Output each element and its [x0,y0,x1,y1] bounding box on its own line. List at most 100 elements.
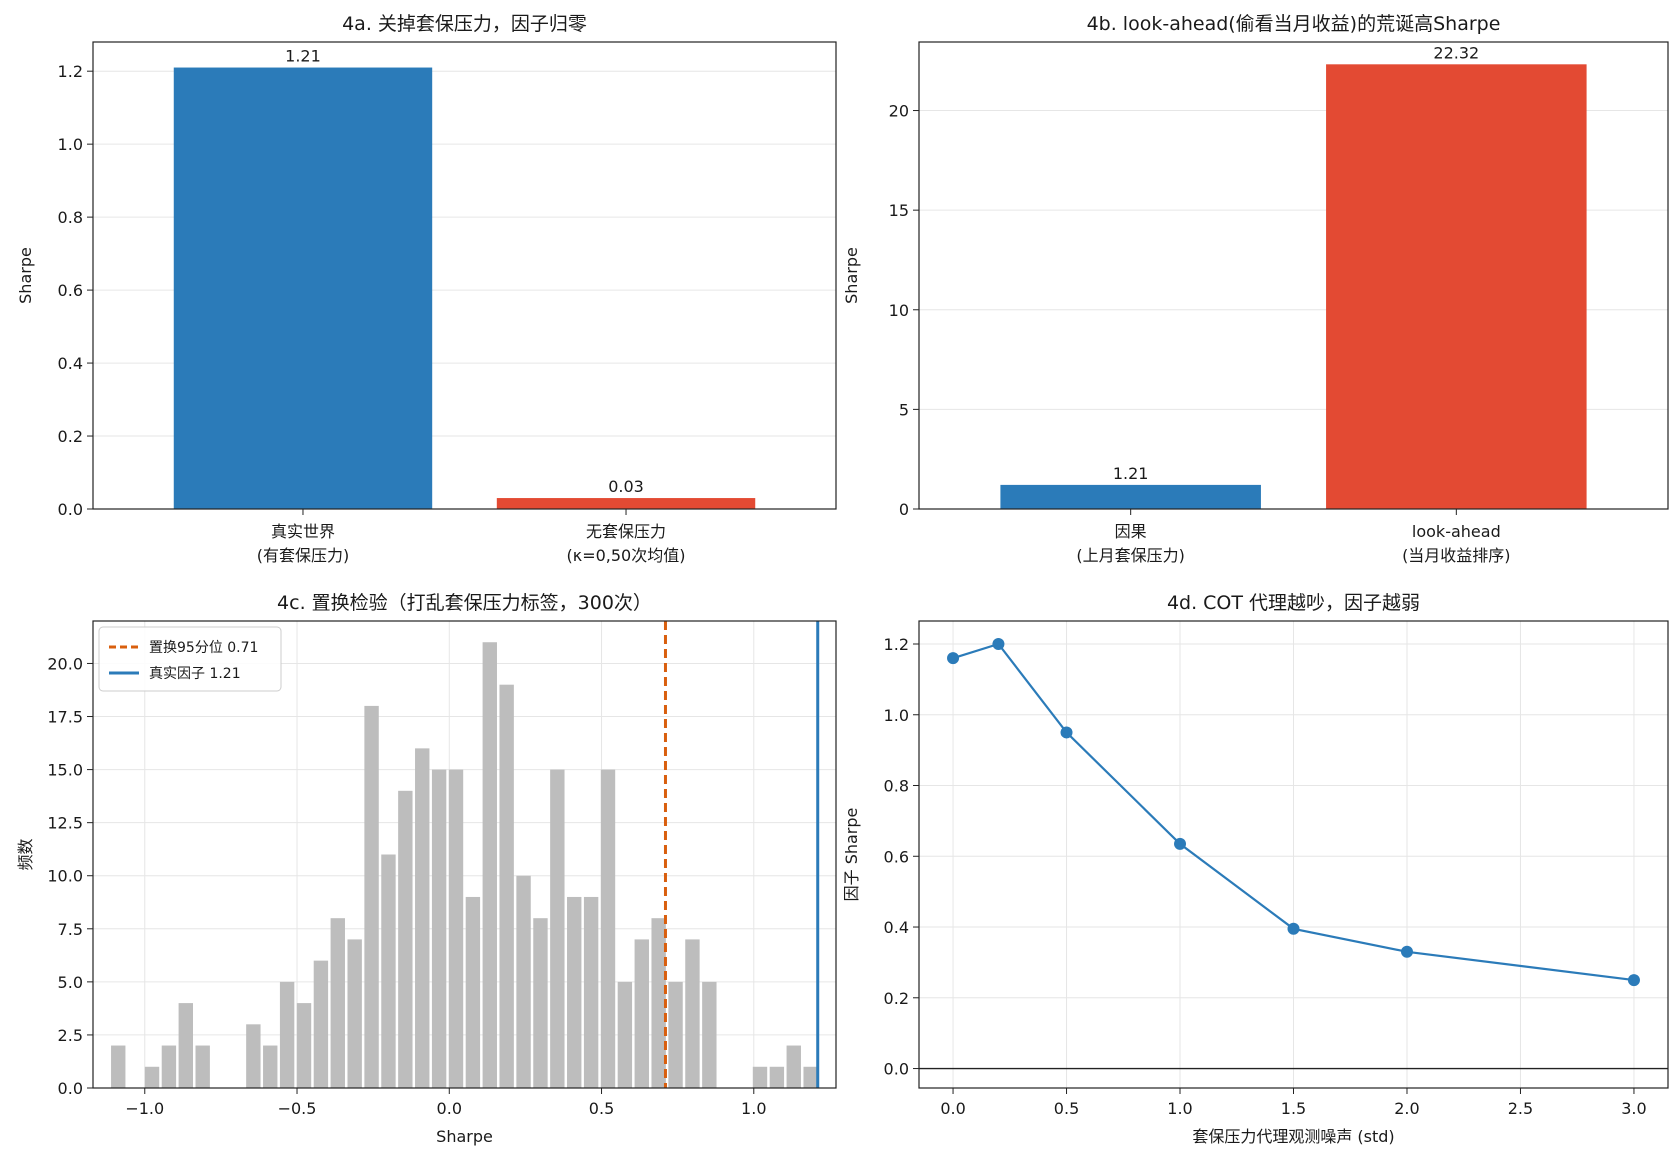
legend-box [98,626,282,692]
hist-bar [668,981,683,1088]
hist-bar [431,769,447,1088]
y-tick-label: 10 [889,301,909,320]
panel-c: 置换95分位 0.71 真实因子 1.21 0.0 2.5 5.0 7.5 10.0 12.5… [16,592,837,1146]
y-axis-label: Sharpe [16,247,35,304]
x-axis-label: 套保压力代理观测噪声 (std) [1192,1127,1394,1146]
x-tick-label: look-ahead [1412,522,1501,541]
bar-value-label: 22.32 [1433,43,1479,62]
y-tick-label: 0.6 [58,281,83,300]
y-tick-label: 0.8 [58,208,83,227]
legend: 置换95分位 0.71 真实因子 1.21 [98,626,282,692]
x-tick-label: 1.5 [1281,1099,1306,1118]
y-axis-label: 因子 Sharpe [842,808,861,902]
axes-frame [918,620,1669,1089]
x-tick-label: 1.0 [1167,1099,1192,1118]
y-tick-label: 0.0 [58,1079,83,1098]
x-tick-label: 0.0 [437,1099,462,1118]
y-tick-label: 0.8 [884,777,909,796]
hist-bar [685,939,700,1088]
y-tick-label: 0.0 [58,500,83,519]
hist-bar [617,981,633,1088]
x-tick-label: −1.0 [125,1099,164,1118]
hist-bar [634,939,649,1088]
y-tick-label: 1.0 [884,706,909,725]
axes-frame [918,41,1669,510]
data-point [1627,974,1640,987]
panel-b: 1.21 因果 (上月套保压力) 22.32 look-ahead (当月收益排序) 0 5 1… [842,13,1669,565]
y-tick-label: 5.0 [58,973,83,992]
bar-value-label: 1.21 [1113,464,1149,483]
hist-bar [347,939,362,1088]
panel-d: 0.0 0.2 0.4 0.6 0.8 1.0 1.2 0.0 0.5 1.0 1.5 2.0 2.5 3… [842,592,1669,1146]
hist-bar [415,748,430,1088]
hist-bar [702,981,717,1088]
x-tick-label: (有套保压力) [257,546,350,565]
hist-bar [364,705,379,1088]
x-tick-label: 0.0 [940,1099,965,1118]
y-tick-label: 2.5 [58,1026,83,1045]
y-tick-label: 0.4 [58,354,83,373]
y-tick-label: 1.2 [884,635,909,654]
hist-bar [752,1066,768,1088]
y-tick-label: 1.2 [58,62,83,81]
y-tick-label: 10.0 [47,867,83,886]
hist-bar [246,1024,261,1088]
axes-frame [92,41,837,510]
hist-bar [516,875,531,1088]
hist-bar [465,896,481,1088]
y-tick-label: 0.6 [884,847,909,866]
hist-bar [482,642,497,1088]
data-point [992,637,1005,650]
bar [1000,484,1261,509]
hist-bar [448,769,464,1088]
data-point [1060,726,1073,739]
x-tick-label: 因果 [1115,522,1147,541]
bar [496,498,756,509]
x-tick-label: (上月套保压力) [1076,546,1185,565]
hist-bar [533,918,548,1088]
hist-bar [144,1066,160,1088]
chart-title: 4b. look-ahead(偷看当月收益)的荒诞高Sharpe [1087,13,1501,35]
y-tick-label: 12.5 [47,814,83,833]
y-tick-label: 15 [889,201,909,220]
axes-frame [92,620,837,1089]
y-tick-label: 0.2 [58,427,83,446]
legend-label: 真实因子 1.21 [149,666,241,682]
data-point [1287,922,1300,935]
hist-bar [178,1003,193,1088]
x-axis-label: Sharpe [436,1127,493,1146]
hist-bar [381,854,396,1088]
hist-bar [583,896,599,1088]
y-tick-label: 5 [899,400,909,419]
data-point [1400,945,1413,958]
y-tick-label: 0.0 [884,1060,909,1079]
hist-bar [313,960,329,1088]
x-tick-label: (κ=0,50次均值) [567,546,686,565]
data-point [947,652,960,665]
hist-bar [195,1045,210,1088]
x-tick-label: 1.0 [741,1099,766,1118]
y-tick-label: 0 [899,500,909,519]
x-tick-label: 2.5 [1508,1099,1533,1118]
y-tick-label: 0.2 [884,989,909,1008]
chart-title: 4a. 关掉套保压力，因子归零 [342,13,587,35]
bar-value-label: 0.03 [608,477,644,496]
chart-title: 4d. COT 代理越吵，因子越弱 [1167,592,1420,614]
hist-bar [769,1066,785,1088]
hist-bar [786,1045,801,1088]
x-tick-label: (当月收益排序) [1402,546,1511,565]
y-tick-label: 20 [889,102,909,121]
y-tick-label: 20.0 [47,654,83,673]
legend-label: 置换95分位 0.71 [149,639,258,656]
hist-bar [263,1045,278,1088]
y-tick-label: 17.5 [47,708,83,727]
hist-bar [803,1066,818,1088]
hist-bar [330,918,345,1088]
bar-value-label: 1.21 [285,47,321,66]
bar [173,67,433,509]
hist-bar [161,1045,177,1088]
data-point [1174,837,1187,850]
hist-bar [550,769,565,1088]
grid-d [919,621,1668,1088]
